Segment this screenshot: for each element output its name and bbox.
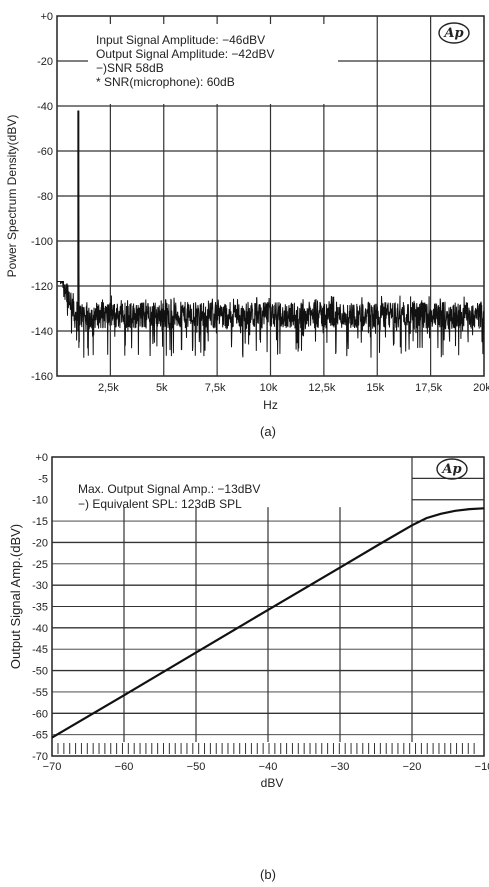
y-tick-label: -100	[31, 236, 53, 248]
y-tick-label: -120	[31, 281, 53, 293]
x-tick-label: 7,5k	[205, 382, 226, 394]
x-tick-label: 5k	[156, 382, 168, 394]
series-line	[51, 507, 485, 739]
y-tick-label: -65	[32, 730, 48, 742]
logo-text: Ap	[442, 26, 463, 41]
logo-text: Ap	[440, 462, 461, 477]
y-tick-label: +0	[40, 11, 53, 23]
x-tick-label: 10k	[260, 382, 278, 394]
x-tick-label: 15k	[366, 382, 384, 394]
y-tick-label: -70	[32, 751, 48, 763]
y-tick-label: -60	[32, 708, 48, 720]
y-tick-label: +0	[35, 452, 48, 464]
chart-b: +0 -5 -10 -15 -20 -25 -30 -35 -40 -45 -50 -55 -60 -65…	[8, 452, 489, 882]
x-axis-label: Hz	[263, 398, 278, 412]
y-tick-label: -25	[32, 559, 48, 571]
y-tick-label: -50	[32, 666, 48, 678]
x-axis-label: dBV	[261, 776, 284, 790]
x-tick-label: 12,5k	[308, 382, 335, 394]
x-tick-label: 20k	[473, 382, 489, 394]
caption: (b)	[260, 867, 276, 882]
minor-ticks	[57, 743, 475, 754]
x-tick-label: 2,5k	[98, 382, 119, 394]
annotation-line: −)SNR 58dB	[96, 61, 164, 75]
annotation-line: Max. Output Signal Amp.: −13dBV	[78, 482, 260, 496]
y-tick-label: -40	[37, 101, 53, 113]
ap-logo: Ap	[436, 458, 468, 480]
y-axis-label: Power Spectrum Density(dBV)	[5, 115, 19, 278]
y-tick-label: -160	[31, 371, 53, 383]
y-axis-label: Output Signal Amp.(dBV)	[8, 524, 23, 669]
x-tick-label: −40	[259, 761, 278, 773]
x-tick-label: −70	[43, 761, 62, 773]
y-tick-label: -5	[38, 473, 48, 485]
series-trace	[57, 110, 485, 358]
y-tick-label: -80	[37, 191, 53, 203]
y-tick-label: -30	[32, 580, 48, 592]
ap-logo: Ap	[438, 22, 470, 44]
x-tick-label: −30	[331, 761, 350, 773]
caption: (a)	[260, 424, 276, 439]
annotation-line: Input Signal Amplitude: −46dBV	[96, 33, 265, 47]
x-tick-label: −10	[475, 761, 489, 773]
logo-ellipse	[438, 22, 470, 44]
y-tick-label: -15	[32, 516, 48, 528]
x-tick-label: −60	[115, 761, 134, 773]
y-tick-label: -40	[32, 623, 48, 635]
annotation-line: Output Signal Amplitude: −42dBV	[96, 47, 274, 61]
y-tick-label: -35	[32, 602, 48, 614]
grid	[52, 457, 484, 742]
y-tick-label: -10	[32, 495, 48, 507]
x-tick-label: −20	[403, 761, 422, 773]
y-tick-label: -45	[32, 644, 48, 656]
y-tick-label: -140	[31, 326, 53, 338]
y-tick-label: -20	[32, 537, 48, 549]
y-tick-label: -20	[37, 56, 53, 68]
y-tick-label: -60	[37, 146, 53, 158]
x-tick-label: 17,5k	[415, 382, 442, 394]
logo-ellipse	[436, 458, 468, 480]
x-tick-label: −50	[187, 761, 206, 773]
annotation-line: −) Equivalent SPL: 123dB SPL	[78, 497, 242, 511]
annotation-line: * SNR(microphone): 60dB	[96, 75, 235, 89]
chart-a: +0 -20 -40 -60 -80 -100 -120 -140 -160 2,5k 5k 7,5k…	[5, 11, 489, 439]
annotation-box	[88, 24, 338, 104]
y-tick-label: -55	[32, 687, 48, 699]
